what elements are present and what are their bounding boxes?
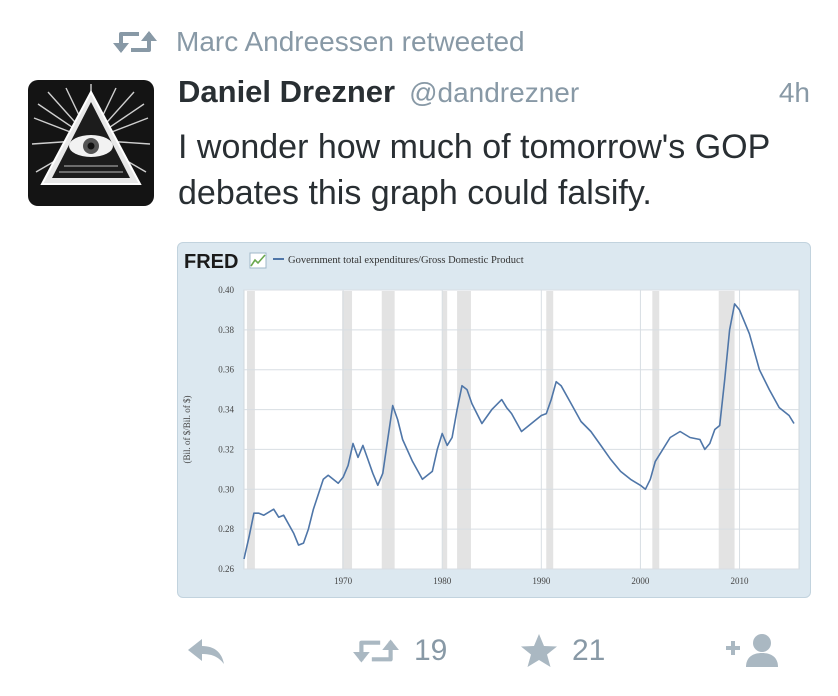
y-tick-label: 0.38 xyxy=(218,325,234,335)
fred-logo: FRED xyxy=(184,251,238,273)
y-axis-label: (Bil. of $/Bil. of $) xyxy=(182,396,192,464)
retweet-button[interactable]: 19 xyxy=(352,626,447,676)
author-handle[interactable]: @dandrezner xyxy=(409,77,580,108)
recession-band xyxy=(246,291,255,569)
x-tick-label: 2000 xyxy=(631,576,650,586)
y-tick-label: 0.30 xyxy=(218,484,234,494)
series-group xyxy=(243,303,795,560)
y-tick-label: 0.36 xyxy=(218,365,234,375)
line-chart: FRED Government total expenditures/Gross… xyxy=(182,251,800,586)
y-tick-label: 0.28 xyxy=(218,524,234,534)
recession-bands xyxy=(246,291,735,569)
recession-band xyxy=(457,291,471,569)
avatar[interactable] xyxy=(28,80,154,206)
y-tick-label: 0.34 xyxy=(218,405,234,415)
retweet-icon xyxy=(113,31,157,53)
y-tick-label: 0.32 xyxy=(218,444,234,454)
x-tick-label: 1970 xyxy=(334,576,353,586)
tweet-header: Daniel Drezner @dandrezner 4h xyxy=(178,74,810,118)
author-name[interactable]: Daniel Drezner xyxy=(178,74,396,109)
favorite-count: 21 xyxy=(572,634,606,667)
reply-button[interactable] xyxy=(186,626,226,676)
favorite-button[interactable]: 21 xyxy=(520,626,605,676)
tweet-timestamp[interactable]: 4h xyxy=(778,77,810,108)
x-tick-label: 1990 xyxy=(532,576,551,586)
fred-logo-icon xyxy=(249,252,267,269)
follow-icon xyxy=(726,634,778,667)
y-tick-label: 0.26 xyxy=(218,564,234,574)
y-tick-label: 0.40 xyxy=(218,285,234,295)
reply-icon xyxy=(188,639,224,664)
y-axis-ticks: 0.40 0.38 0.36 0.34 0.32 0.30 0.28 0.26 xyxy=(218,285,234,574)
star-icon xyxy=(521,634,557,667)
x-tick-label: 2010 xyxy=(731,576,750,586)
recession-band xyxy=(342,291,353,569)
retweet-context-text: Marc Andreessen retweeted xyxy=(176,26,525,57)
recession-band xyxy=(652,291,660,569)
retweet-icon xyxy=(353,639,399,663)
retweet-count: 19 xyxy=(414,634,448,667)
chart-image[interactable]: FRED Government total expenditures/Gross… xyxy=(177,242,811,598)
follow-button[interactable] xyxy=(724,626,784,676)
plot-area xyxy=(243,289,800,570)
tweet-actions: 19 21 xyxy=(0,626,838,676)
x-tick-label: 1980 xyxy=(433,576,452,586)
eye-pyramid-icon xyxy=(31,84,151,185)
recession-band xyxy=(546,291,554,569)
retweet-context: Marc Andreessen retweeted xyxy=(112,22,525,62)
recession-band xyxy=(381,291,395,569)
gridlines xyxy=(244,289,799,570)
x-axis-ticks: 1970 1980 1990 2000 2010 xyxy=(334,576,749,586)
recession-band xyxy=(442,291,448,569)
recession-band xyxy=(718,291,735,569)
legend-label: Government total expenditures/Gross Dome… xyxy=(288,255,524,266)
tweet-text: I wonder how much of tomorrow's GOP deba… xyxy=(178,128,770,212)
series-line xyxy=(243,303,795,560)
